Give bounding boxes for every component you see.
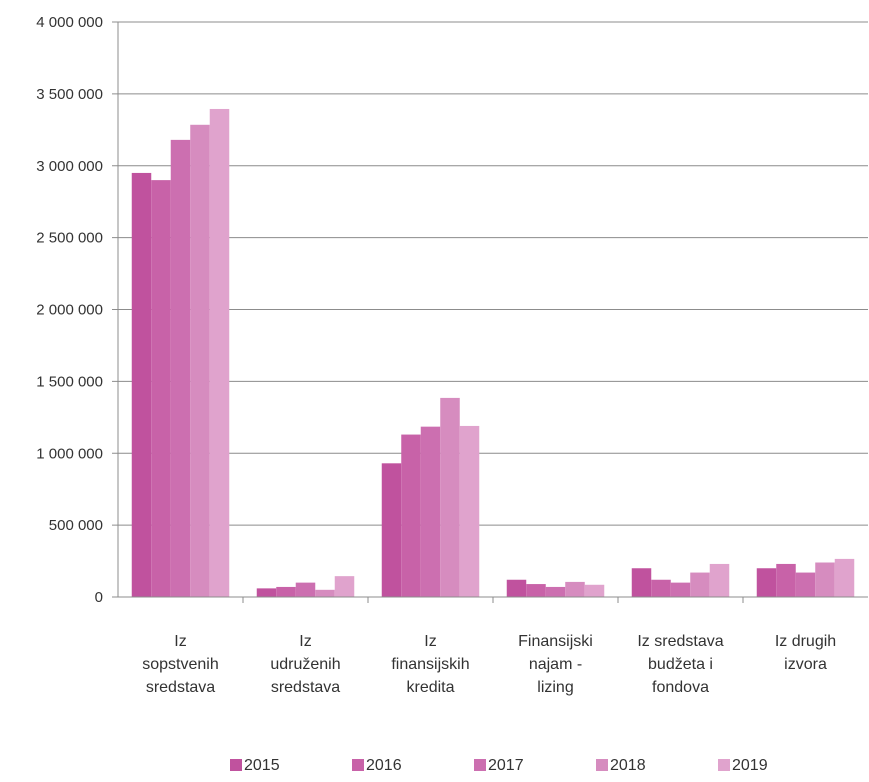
legend-swatch-2018 [596, 759, 608, 771]
bar-2017 [795, 572, 816, 597]
bar-2017 [295, 582, 316, 597]
bar-group [131, 108, 855, 597]
bar-2019 [584, 584, 605, 597]
bar-2017 [545, 586, 566, 597]
legend-swatch-2015 [230, 759, 242, 771]
legend-label-2017: 2017 [488, 757, 524, 774]
bar-2018 [190, 124, 210, 597]
y-tick-label: 3 500 000 [36, 86, 103, 103]
x-category-label: Iz sopstvenih sredstava [142, 633, 219, 696]
bar-2019 [709, 563, 730, 597]
bar-2018 [315, 589, 335, 597]
bar-2015 [631, 568, 652, 597]
bar-2018 [815, 562, 835, 597]
legend: 2015 2016 2017 2018 2019 [230, 757, 768, 774]
bar-2018 [690, 572, 710, 597]
y-tick-label: 1 500 000 [36, 373, 103, 390]
bar-2017 [670, 582, 691, 597]
bar-2015 [756, 568, 777, 597]
x-axis-category-labels: Iz sopstvenih sredstava Iz udruženih sredstav… [142, 633, 836, 696]
bar-2015 [256, 588, 277, 597]
bar-2015 [381, 463, 402, 597]
grid-lines [118, 21, 868, 526]
x-category-label: Iz drugih izvora [775, 633, 836, 673]
y-tick-label: 3 000 000 [36, 158, 103, 175]
legend-swatch-2019 [718, 759, 730, 771]
y-axis-tick-labels: 0 500 000 1 000 000 1 500 000 2 000 000 2 500… [36, 14, 103, 606]
bar-2016 [276, 586, 296, 597]
y-tick-label: 2 000 000 [36, 302, 103, 319]
legend-label-2018: 2018 [610, 757, 646, 774]
y-tick-label: 4 000 000 [36, 14, 103, 31]
bar-2017 [420, 426, 441, 597]
y-tick-label: 0 [95, 589, 103, 606]
y-tick-label: 1 000 000 [36, 445, 103, 462]
bar-2016 [401, 434, 421, 597]
legend-swatch-2017 [474, 759, 486, 771]
x-category-label: Iz sredstava budžeta i fondova [637, 633, 723, 696]
bar-2018 [440, 397, 460, 597]
legend-label-2015: 2015 [244, 757, 280, 774]
bar-2016 [776, 563, 796, 597]
x-category-label: Finansijski najam -lizing [518, 633, 593, 696]
bar-2016 [651, 579, 671, 597]
bar-2019 [209, 108, 230, 597]
bar-2016 [526, 584, 546, 597]
legend-label-2016: 2016 [366, 757, 402, 774]
axes [112, 21, 868, 603]
legend-label-2019: 2019 [732, 757, 768, 774]
bar-2015 [506, 579, 527, 597]
bar-2017 [170, 139, 191, 597]
bar-2018 [565, 581, 585, 597]
bar-2019 [834, 558, 855, 597]
y-tick-label: 500 000 [49, 517, 103, 534]
bar-2016 [151, 180, 171, 597]
legend-swatch-2016 [352, 759, 364, 771]
x-category-label: Iz udruženih sredstava [270, 633, 340, 696]
x-category-label: Iz finansijskih kredita [391, 633, 469, 696]
bar-2019 [459, 425, 480, 597]
y-tick-label: 2 500 000 [36, 230, 103, 247]
bar-2015 [131, 172, 152, 597]
bar-2019 [334, 576, 355, 597]
